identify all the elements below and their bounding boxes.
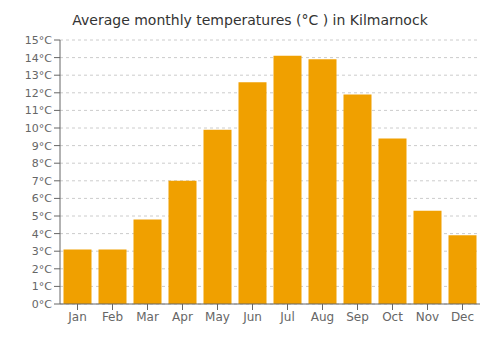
svg-text:0°C: 0°C xyxy=(32,298,52,311)
svg-text:13°C: 13°C xyxy=(25,69,52,82)
svg-text:Jun: Jun xyxy=(242,310,262,324)
svg-text:15°C: 15°C xyxy=(25,34,52,47)
svg-text:5°C: 5°C xyxy=(32,210,52,223)
svg-text:Nov: Nov xyxy=(416,310,439,324)
html-text:Average monthly temperatures (: Average monthly temperatures (°C ) in Ki… xyxy=(72,12,428,28)
svg-text:Dec: Dec xyxy=(451,310,474,324)
svg-text:Mar: Mar xyxy=(136,310,159,324)
svg-text:Oct: Oct xyxy=(382,310,403,324)
svg-text:Sep: Sep xyxy=(346,310,369,324)
svg-text:Aug: Aug xyxy=(311,310,334,324)
svg-text:May: May xyxy=(205,310,230,324)
svg-text:Jul: Jul xyxy=(279,310,294,324)
svg-text:14°C: 14°C xyxy=(25,52,52,65)
svg-text:3°C: 3°C xyxy=(32,245,52,258)
svg-text:4°C: 4°C xyxy=(32,228,52,241)
svg-text:9°C: 9°C xyxy=(32,140,52,153)
svg-text:Feb: Feb xyxy=(102,310,123,324)
svg-text:12°C: 12°C xyxy=(25,87,52,100)
svg-text:6°C: 6°C xyxy=(32,192,52,205)
svg-text:Jan: Jan xyxy=(67,310,87,324)
svg-text:2°C: 2°C xyxy=(32,263,52,276)
svg-text:8°C: 8°C xyxy=(32,157,52,170)
svg-text:10°C: 10°C xyxy=(25,122,52,135)
svg-text:11°C: 11°C xyxy=(25,104,52,117)
svg-text:1°C: 1°C xyxy=(32,280,52,293)
svg-text:Apr: Apr xyxy=(172,310,193,324)
svg-text:7°C: 7°C xyxy=(32,175,52,188)
